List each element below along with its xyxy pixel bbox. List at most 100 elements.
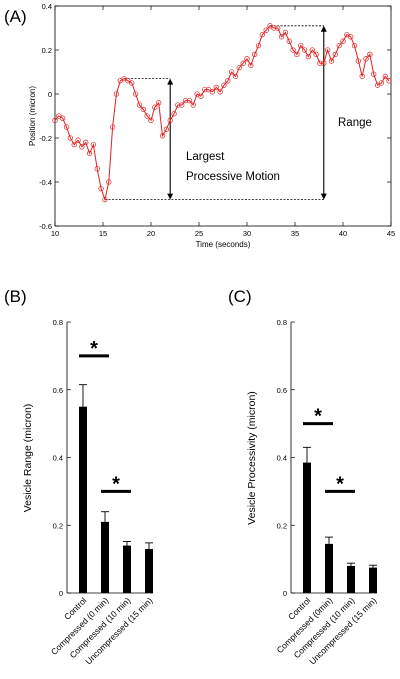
panel-a-x-tick-label: 45 — [387, 229, 395, 238]
panel-a-y-tick-label: -0.2 — [39, 134, 52, 143]
panel-a-data-point — [290, 47, 296, 53]
panel-a-data-point — [367, 51, 373, 58]
largest-processive-arrow-head-bottom — [167, 193, 174, 200]
panel-a-data-point — [102, 196, 108, 203]
panel-a-data-point — [294, 51, 300, 58]
panel-a-data-point — [313, 51, 319, 58]
panel-c-bar — [369, 567, 377, 593]
panel-a-data-point — [267, 23, 273, 29]
panel-a-y-tick-label: -0.6 — [39, 222, 52, 231]
panel-a-data-point — [363, 56, 369, 62]
panel-c-significance-star: * — [336, 473, 344, 495]
panel-b-y-axis-label: Vesicle Range (micron) — [22, 404, 34, 513]
panel-b-y-tick-label: 0.2 — [53, 521, 63, 530]
panel-b-y-tick-label: 0.8 — [53, 318, 63, 327]
panel-a-data-point — [236, 64, 242, 71]
panel-a-data-point — [232, 73, 239, 80]
panel-a-ticks: 10 15 20 25 30 35 40 45 -0.6 -0.4 -0.2 0 0.2 0.4 — [39, 2, 395, 238]
panel-a-data-point — [202, 86, 208, 93]
panel-a-data-point — [248, 62, 254, 69]
panel-a-data-point — [344, 31, 350, 38]
panel-a-data-point — [378, 80, 385, 86]
panel-a-data-point — [221, 82, 227, 88]
panel-a-x-tick-label: 40 — [339, 229, 347, 238]
panel-a-data-point — [182, 97, 189, 104]
panel-a-data-point — [179, 102, 185, 108]
panel-a-data-point — [278, 34, 285, 40]
panel-a-data-point — [117, 78, 123, 84]
panel-a-data-point — [271, 25, 277, 31]
panel-a-data-point — [198, 93, 204, 99]
panel-c-label: (C) — [228, 287, 252, 306]
panel-a-data-point — [71, 141, 77, 148]
panel-a-data-point — [259, 31, 266, 38]
panel-b-significance-star: * — [90, 338, 98, 360]
panel-a-data-point — [205, 86, 212, 93]
panel-a-data-point — [301, 47, 308, 53]
panel-a-plot-frame — [54, 5, 392, 227]
panel-a-data-point — [52, 117, 58, 124]
panel-a-data-point — [382, 73, 388, 80]
panel-b-bar — [101, 521, 109, 593]
panel-a-data-point — [355, 58, 362, 64]
panel-a-data-point — [225, 78, 231, 84]
panel-a-y-tick-label: 0.4 — [42, 2, 52, 11]
panel-a-data-point — [156, 100, 162, 106]
range-arrow-head-bottom — [320, 193, 327, 200]
panel-c-y-tick-label: 0.2 — [277, 521, 287, 530]
panel-a-data-point — [190, 102, 196, 108]
panel-a-x-tick-label: 35 — [291, 229, 299, 238]
panel-a-data-point — [60, 115, 66, 121]
panel-a-label: (A) — [4, 7, 27, 26]
panel-a-data-point — [275, 25, 281, 31]
panel-a-data-point — [194, 91, 200, 97]
panel-a: (A) 10 15 20 25 30 35 40 45-0.6-0.4-0.200.20.4 … — [4, 2, 395, 249]
panel-a-data-point — [163, 126, 170, 132]
panel-c-bar — [325, 543, 333, 593]
panel-a-data-point — [317, 60, 323, 66]
panel-a-data-point — [374, 82, 381, 88]
panel-a-data-point — [321, 60, 327, 66]
panel-a-data-point — [298, 42, 304, 49]
panel-c-bar — [303, 462, 311, 593]
panel-a-data-point — [175, 102, 181, 108]
panel-c-y-axis-label: Vesicle Processivity (micron) — [246, 391, 258, 525]
panel-a-data-point — [282, 29, 289, 36]
panel-b-significance-star: * — [112, 473, 120, 495]
panel-a-data-point — [286, 38, 292, 44]
panel-a-data-point — [129, 80, 135, 86]
range-arrow-head-top — [320, 25, 327, 32]
panel-a-y-axis-label: Position (micron) — [28, 86, 37, 146]
panel-a-data-point — [324, 47, 331, 53]
panel-b-bar — [123, 545, 131, 593]
panel-a-data-point — [348, 34, 354, 40]
panel-a-x-axis-label: Time (seconds) — [196, 240, 251, 249]
panel-a-series-line — [54, 25, 390, 202]
panel-a-data-point — [263, 27, 269, 33]
panel-c-significance-star: * — [314, 406, 322, 428]
panel-a-y-tick-label: 0.2 — [42, 46, 52, 55]
panel-a-data-point — [240, 60, 246, 66]
panel-a-y-tick-label: 0 — [48, 90, 52, 99]
panel-a-data-point — [63, 124, 70, 130]
panel-a-data-point — [359, 73, 365, 80]
annotation-processive-motion: Processive Motion — [186, 171, 280, 183]
panel-a-data-point — [244, 56, 250, 62]
panel-a-data-point — [252, 51, 258, 58]
panel-a-data-point — [332, 51, 338, 58]
panel-a-data-point — [94, 166, 100, 172]
annotation-largest: Largest — [186, 151, 225, 163]
panel-b-y-tick-label: 0 — [59, 589, 63, 598]
panel-a-data-point — [56, 113, 62, 119]
panel-a-points — [52, 23, 392, 203]
panel-a-x-tick-label: 10 — [51, 229, 59, 238]
panel-a-data-point — [144, 113, 150, 119]
panel-a-data-point — [167, 117, 173, 124]
panel-a-guides — [104, 25, 327, 201]
panel-b-bar — [79, 406, 87, 593]
panel-a-data-point — [140, 106, 146, 113]
panel-a-data-point — [213, 84, 219, 91]
